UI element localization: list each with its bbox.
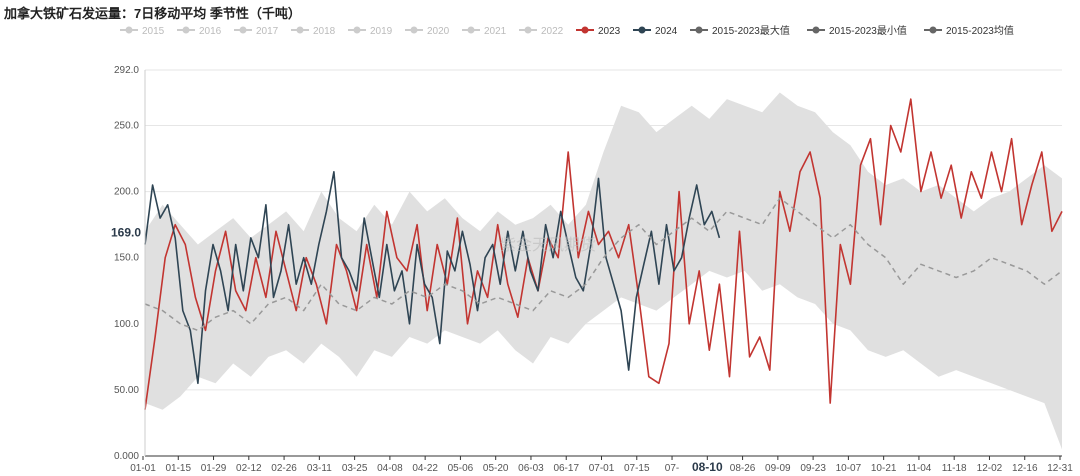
legend-label: 2017 [256, 26, 279, 37]
legend-label: 2015 [142, 26, 165, 37]
y-tick-label: 150.0 [114, 253, 139, 264]
legend-item-2015[interactable]: 2015 [120, 26, 165, 37]
x-tick-label: 02-12 [236, 463, 262, 474]
x-tick-label: 06-03 [518, 463, 544, 474]
legend-marker [353, 26, 361, 34]
legend-label: 2022 [541, 26, 564, 37]
legend-marker [638, 26, 646, 34]
legend[interactable]: 2015 2016 2017 2018 2019 2020 2021 2022 2023 2024… [120, 24, 1014, 37]
chart-title: 加拿大铁矿石发运量：7日移动平均 季节性（千吨） [4, 6, 301, 21]
legend-label: 2019 [370, 26, 393, 37]
band-area [145, 92, 1062, 450]
legend-label: 2015-2023最小值 [829, 24, 907, 37]
x-tick-label: 07-15 [624, 463, 650, 474]
x-tick-label: 07-01 [589, 463, 615, 474]
legend-item-2015-2023最大值[interactable]: 2015-2023最大值 [690, 24, 790, 37]
legend-marker [467, 26, 475, 34]
x-tick-label: 05-20 [483, 463, 509, 474]
x-tick-label: 02-26 [271, 463, 297, 474]
legend-label: 2024 [655, 26, 678, 37]
legend-item-2015-2023均值[interactable]: 2015-2023均值 [924, 24, 1014, 37]
legend-label: 2015-2023最大值 [712, 24, 790, 37]
legend-label: 2023 [598, 26, 621, 37]
legend-item-2021[interactable]: 2021 [462, 26, 507, 37]
legend-marker [239, 26, 247, 34]
x-tick-label: 11-04 [907, 463, 932, 474]
x-axis-pointer-label: 08-10 [692, 460, 723, 474]
x-tick-label: 10-07 [836, 463, 862, 474]
x-tick-label: 04-22 [412, 463, 438, 474]
legend-marker [812, 26, 820, 34]
series-line-2024 [144, 171, 721, 385]
watermark: 紫金天风期货 [500, 236, 596, 254]
x-tick-label: 12-02 [977, 463, 1003, 474]
legend-item-2016[interactable]: 2016 [177, 26, 222, 37]
legend-marker [524, 26, 532, 34]
y-tick-label: 200.0 [114, 187, 139, 198]
series-line-2015-2023均值 [144, 197, 1063, 332]
legend-marker [182, 26, 190, 34]
x-tick-label: 05-06 [448, 463, 474, 474]
series-lines [144, 98, 1063, 410]
x-tick-label: 01-01 [130, 463, 156, 474]
x-tick-label: 04-08 [377, 463, 403, 474]
axes: 0.000 50.00 100.0 150.0 200.0 250.0 292.0 01-01… [111, 65, 1073, 474]
legend-item-2018[interactable]: 2018 [291, 26, 336, 37]
x-tick-label: 09-23 [800, 463, 826, 474]
legend-marker [695, 26, 703, 34]
legend-marker [296, 26, 304, 34]
x-tick-label: 11-18 [942, 463, 967, 474]
legend-item-2015-2023最小值[interactable]: 2015-2023最小值 [807, 24, 907, 37]
y-tick-label: 0.000 [114, 451, 139, 462]
legend-item-2023[interactable]: 2023 [576, 26, 621, 37]
y-tick-label: 250.0 [114, 121, 139, 132]
y-tick-label: 292.0 [114, 65, 139, 76]
legend-item-2017[interactable]: 2017 [234, 26, 279, 37]
x-tick-label: 07- [665, 463, 679, 474]
y-tick-label: 100.0 [114, 319, 139, 330]
legend-marker [929, 26, 937, 34]
x-tick-label: 03-25 [342, 463, 368, 474]
x-tick-label: 12-31 [1047, 463, 1073, 474]
legend-item-2024[interactable]: 2024 [633, 26, 678, 37]
legend-label: 2015-2023均值 [946, 24, 1014, 37]
legend-label: 2020 [427, 26, 450, 37]
x-tick-label: 09-09 [765, 463, 791, 474]
x-tick-label: 03-11 [307, 463, 332, 474]
legend-item-2022[interactable]: 2022 [519, 26, 564, 37]
x-tick-label: 01-15 [165, 463, 191, 474]
x-tick-label: 08-26 [730, 463, 756, 474]
x-tick-label: 06-17 [553, 463, 579, 474]
y-tick-label: 50.00 [114, 385, 139, 396]
legend-label: 2016 [199, 26, 222, 37]
legend-marker [581, 26, 589, 34]
legend-marker [125, 26, 133, 34]
minmax-band [145, 92, 1062, 450]
legend-marker [410, 26, 418, 34]
x-tick-label: 12-16 [1012, 463, 1038, 474]
legend-item-2019[interactable]: 2019 [348, 26, 393, 37]
legend-label: 2021 [484, 26, 507, 37]
legend-label: 2018 [313, 26, 336, 37]
x-tick-label: 01-29 [201, 463, 227, 474]
legend-item-2020[interactable]: 2020 [405, 26, 450, 37]
x-tick-label: 10-21 [871, 463, 897, 474]
y-axis-pointer-label: 169.0 [111, 226, 141, 240]
